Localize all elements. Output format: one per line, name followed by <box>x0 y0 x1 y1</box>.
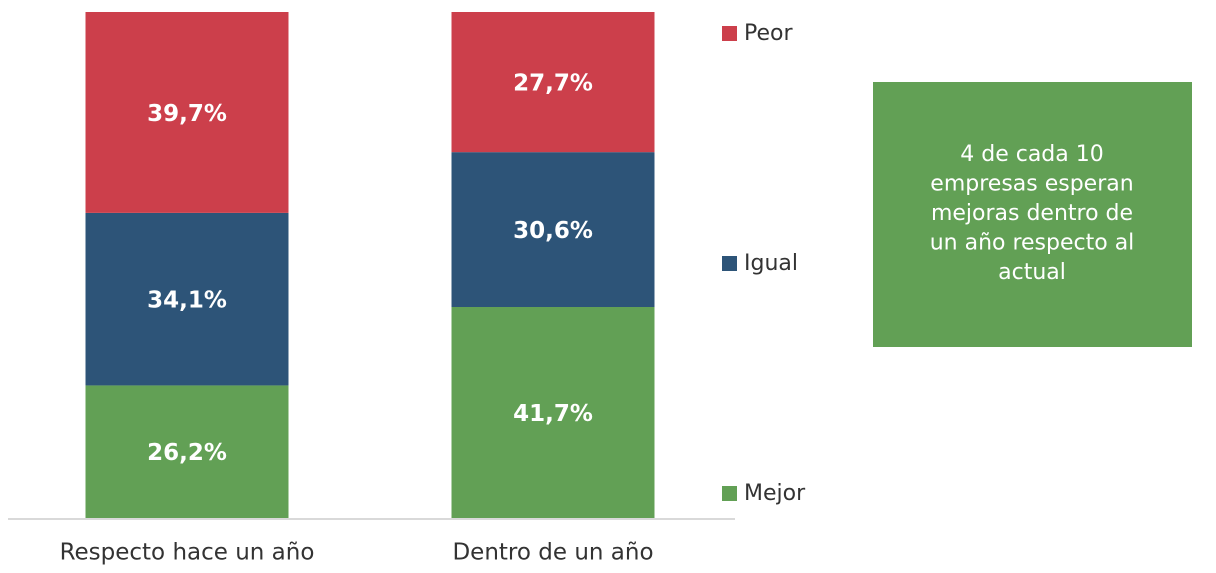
annotation-text: empresas esperan <box>930 172 1133 197</box>
bar-segment <box>451 152 655 307</box>
annotation-text: mejoras dentro de <box>931 201 1133 226</box>
bar-segment <box>451 12 655 153</box>
data-label: 34,1% <box>147 288 227 314</box>
data-label: 39,7% <box>147 101 227 127</box>
data-label: 30,6% <box>513 218 593 244</box>
bar-segment <box>85 212 289 386</box>
legend-label: Peor <box>744 21 793 46</box>
legend-swatch <box>722 256 737 271</box>
data-label: 26,2% <box>147 440 227 466</box>
bar-segment <box>85 385 289 518</box>
annotation-text: un año respecto al <box>930 231 1135 256</box>
bar-segment <box>451 306 655 518</box>
data-label: 27,7% <box>513 71 593 97</box>
legend-label: Mejor <box>744 481 806 506</box>
annotation-box <box>873 82 1192 347</box>
x-tick-label: Dentro de un año <box>452 540 653 566</box>
x-tick-label: Respecto hace un año <box>60 540 315 566</box>
legend-label: Igual <box>744 251 798 276</box>
bar-segment <box>85 12 289 213</box>
data-label: 41,7% <box>513 401 593 427</box>
annotation-text: actual <box>998 260 1066 285</box>
annotation-text: 4 de cada 10 <box>960 142 1104 167</box>
legend-swatch <box>722 486 737 501</box>
legend-swatch <box>722 26 737 41</box>
